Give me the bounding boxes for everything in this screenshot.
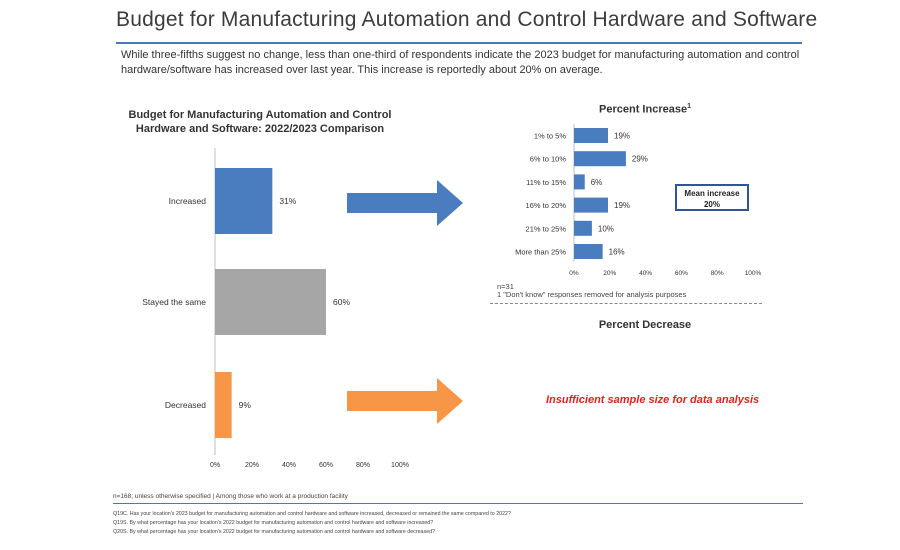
- page-subtitle: While three-fifths suggest no change, le…: [121, 49, 800, 76]
- main-chart-title-line2: Hardware and Software: 2022/2023 Compari…: [135, 123, 385, 135]
- decrease-arrow-icon: [347, 378, 463, 424]
- page-title: Budget for Manufacturing Automation and …: [116, 8, 818, 31]
- footer-divider: [113, 503, 803, 504]
- increase-footnote: 1 "Don't know" responses removed for ana…: [497, 290, 687, 299]
- main-category-label: Stayed the same: [142, 297, 206, 307]
- increase-value-label: 29%: [632, 155, 648, 164]
- increase-bar-6: [574, 244, 603, 259]
- question-note-3: Q20S. By what percentage has your locati…: [113, 529, 435, 535]
- main-chart-title-line1: Budget for Manufacturing Automation and …: [128, 109, 392, 121]
- main-value-label: 60%: [333, 297, 350, 307]
- increase-value-label: 6%: [591, 178, 603, 187]
- main-category-label: Increased: [169, 196, 207, 206]
- increase-x-tick-label: 20%: [603, 270, 616, 277]
- increase-x-tick-label: 40%: [639, 270, 652, 277]
- increase-chart: 1% to 5% 19% 6% to 10% 29% 11% to 15% 6% 16% t…: [515, 124, 762, 277]
- increase-x-tick-label: 80%: [711, 270, 724, 277]
- mean-increase-value: 20%: [703, 200, 720, 209]
- main-category-label: Decreased: [165, 400, 206, 410]
- increase-value-label: 19%: [614, 201, 630, 210]
- decrease-chart-title: Percent Decrease: [598, 319, 692, 331]
- increase-bar-4: [574, 197, 609, 213]
- increase-x-tick-label: 100%: [745, 270, 762, 277]
- increase-sample-size: n=31: [497, 282, 514, 291]
- increase-category-label: 1% to 5%: [534, 132, 566, 141]
- main-x-tick-label: 20%: [245, 462, 259, 469]
- main-chart-title: Budget for Manufacturing Automation and …: [120, 108, 400, 136]
- increase-bar-1: [574, 128, 609, 143]
- main-x-tick-label: 100%: [391, 462, 409, 469]
- increase-chart-title-sup: 1: [687, 103, 691, 110]
- main-value-label: 9%: [239, 400, 252, 410]
- increase-category-label: 6% to 10%: [530, 155, 567, 164]
- increase-value-label: 16%: [609, 248, 625, 257]
- increase-x-tick-label: 60%: [675, 270, 688, 277]
- base-note: n=168; unless otherwise specified | Amon…: [113, 493, 348, 500]
- mean-increase-label: Mean increase: [684, 189, 740, 198]
- title-divider: [116, 42, 802, 44]
- increase-chart-title: Percent Increase1: [560, 100, 730, 117]
- main-x-tick-label: 40%: [282, 462, 296, 469]
- mean-increase-box: Mean increase 20%: [675, 184, 749, 211]
- increase-bar-5: [574, 220, 592, 236]
- question-note-1: Q19C. Has your location's 2023 budget fo…: [113, 511, 511, 517]
- insufficient-sample-note: Insufficient sample size for data analys…: [546, 394, 760, 406]
- main-x-tick-label: 0%: [210, 462, 220, 469]
- increase-bar-2: [574, 151, 626, 167]
- increase-x-tick-label: 0%: [569, 270, 579, 277]
- main-bar-3: [215, 372, 232, 438]
- increase-bar-3: [574, 174, 585, 190]
- main-bar-2: [215, 269, 326, 335]
- increase-value-label: 10%: [598, 224, 614, 233]
- main-bar-1: [215, 168, 273, 234]
- increase-category-label: 21% to 25%: [526, 224, 567, 233]
- increase-chart-title-text: Percent Increase: [599, 103, 688, 116]
- increase-arrow-icon: [347, 180, 463, 226]
- main-chart: Increased 31% Stayed the same 60% Decreased 9…: [142, 148, 409, 469]
- section-divider: [490, 303, 762, 304]
- increase-category-label: 11% to 15%: [526, 178, 566, 187]
- main-x-tick-label: 60%: [319, 462, 333, 469]
- main-value-label: 31%: [279, 196, 296, 206]
- question-note-2: Q19S. By what percentage has your locati…: [113, 520, 434, 526]
- increase-category-label: More than 25%: [515, 248, 566, 257]
- increase-category-label: 16% to 20%: [526, 201, 567, 210]
- main-x-tick-label: 80%: [356, 462, 370, 469]
- increase-value-label: 19%: [614, 132, 630, 141]
